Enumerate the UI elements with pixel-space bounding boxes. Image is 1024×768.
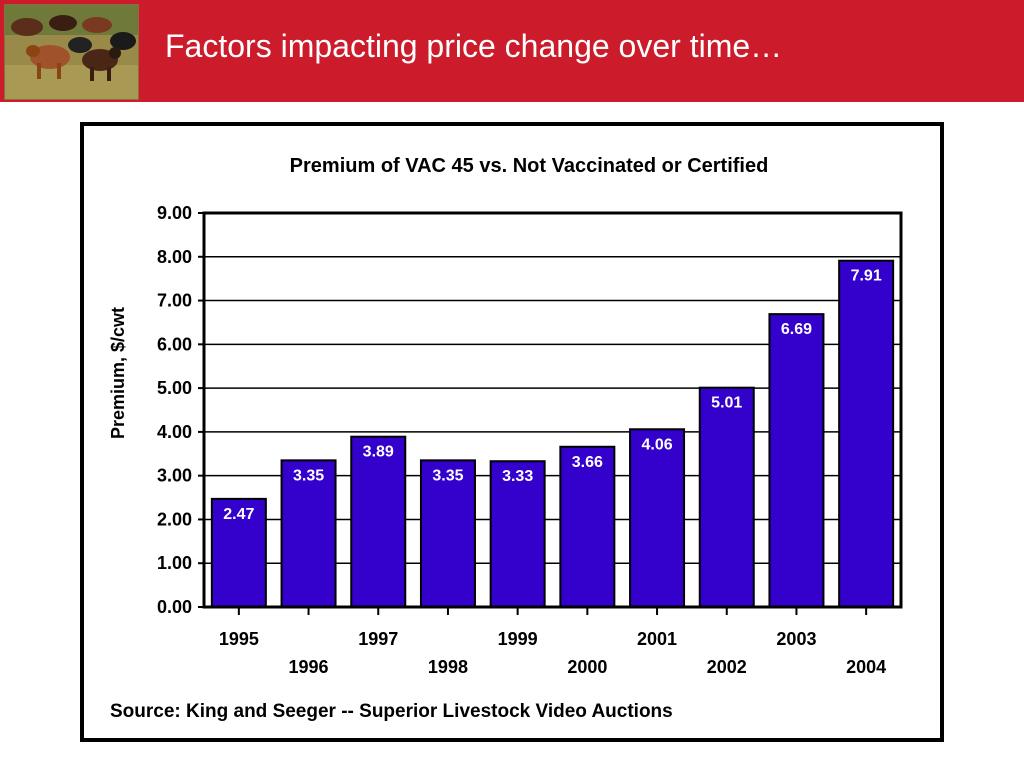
x-category-label: 2003 xyxy=(776,629,816,649)
bar-2004 xyxy=(838,259,895,608)
y-tick-label: 4.00 xyxy=(157,422,192,442)
title-banner: Factors impacting price change over time… xyxy=(0,0,1024,102)
data-label-1997: 3.89 xyxy=(363,444,394,461)
y-tick-label: 1.00 xyxy=(157,553,192,573)
data-label-2002: 5.01 xyxy=(711,395,742,412)
y-tick-label: 8.00 xyxy=(157,247,192,267)
x-category-label: 2004 xyxy=(846,657,886,677)
data-label-1998: 3.35 xyxy=(432,467,463,484)
data-label-1995: 2.47 xyxy=(223,506,254,523)
y-tick-label: 7.00 xyxy=(157,291,192,311)
data-label-2003: 6.69 xyxy=(781,321,812,338)
bar-1996 xyxy=(280,459,337,608)
x-category-label: 2002 xyxy=(707,657,747,677)
y-tick-label: 2.00 xyxy=(157,509,192,529)
bars: 2.47 3.35 3.89 3.35 3.33 3.66 4.06 5.01 6.69 7.91 xyxy=(210,259,895,609)
bar-2000 xyxy=(559,445,616,609)
chart-title: Premium of VAC 45 vs. Not Vaccinated or … xyxy=(290,155,769,177)
data-label-1999: 3.33 xyxy=(502,468,533,485)
data-label-2004: 7.91 xyxy=(851,268,882,285)
cattle-photo xyxy=(4,4,139,100)
data-label-1996: 3.35 xyxy=(293,467,324,484)
source-note: Source: King and Seeger -- Superior Live… xyxy=(110,701,673,722)
axes: 0.00 1.00 2.00 3.00 4.00 5.00 6.00 7.00 8.00 9.00… xyxy=(157,203,903,677)
y-axis-label: Premium, $/cwt xyxy=(108,307,128,439)
y-tick-label: 0.00 xyxy=(157,597,192,617)
slide-title: Factors impacting price change over time… xyxy=(165,28,783,64)
x-category-label: 1998 xyxy=(428,657,468,677)
bar-1998 xyxy=(419,459,476,608)
y-tick-label: 3.00 xyxy=(157,466,192,486)
y-tick-label: 5.00 xyxy=(157,378,192,398)
bar-2003 xyxy=(768,313,825,608)
plot-border xyxy=(202,211,903,609)
x-category-label: 1999 xyxy=(498,629,538,649)
chart-frame: Premium of VAC 45 vs. Not Vaccinated or … xyxy=(80,122,944,742)
x-category-label: 2000 xyxy=(567,657,607,677)
bar-1997 xyxy=(350,435,407,608)
x-category-label: 1997 xyxy=(358,629,398,649)
bar-2001 xyxy=(629,428,686,608)
bar-2002 xyxy=(698,386,755,608)
x-category-label: 1995 xyxy=(219,629,259,649)
y-tick-label: 9.00 xyxy=(157,203,192,223)
y-tick-label: 6.00 xyxy=(157,334,192,354)
x-category-label: 2001 xyxy=(637,629,677,649)
bar-1999 xyxy=(489,460,546,608)
data-label-2000: 3.66 xyxy=(572,454,603,471)
data-label-2001: 4.06 xyxy=(641,436,672,453)
bar-chart: Premium of VAC 45 vs. Not Vaccinated or … xyxy=(108,155,903,722)
cattle-herd-photo-icon xyxy=(5,5,138,99)
x-category-label: 1996 xyxy=(289,657,329,677)
